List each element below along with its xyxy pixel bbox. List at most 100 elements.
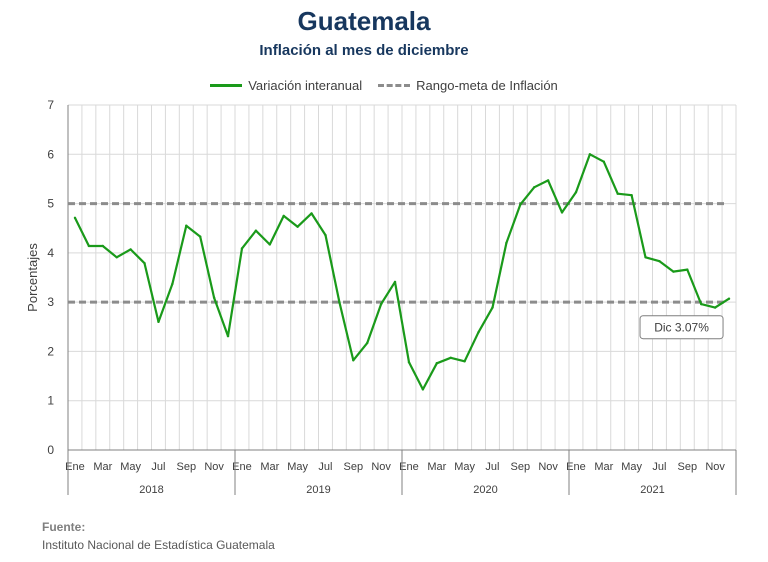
series-point	[115, 256, 118, 259]
y-tick-label: 0	[47, 443, 54, 457]
x-tick-label: Ene	[566, 461, 586, 473]
series-point	[630, 193, 633, 197]
series-point	[199, 235, 202, 238]
x-tick-label: Jul	[151, 461, 165, 473]
source-heading: Fuente:	[42, 520, 86, 534]
series-point	[449, 356, 452, 360]
series-point	[658, 260, 661, 263]
series-point	[491, 306, 494, 309]
x-tick-label: May	[621, 461, 642, 473]
x-tick-label: Ene	[399, 461, 419, 473]
annotation-label: Dic 3.07%	[654, 321, 709, 335]
series-point	[463, 360, 466, 363]
series-point	[129, 248, 132, 251]
series-point	[477, 331, 480, 334]
y-tick-label: 1	[47, 394, 54, 408]
legend-swatch-target	[378, 84, 411, 87]
x-tick-label: Sep	[344, 461, 364, 473]
series-point	[366, 341, 369, 345]
x-tick-label: Mar	[427, 461, 446, 473]
series-point	[268, 243, 271, 246]
x-tick-label: Nov	[705, 461, 725, 473]
series-point	[282, 214, 285, 218]
legend-label-target: Rango-meta de Inflación	[416, 78, 558, 93]
series-line-variacion-interanual	[74, 153, 730, 391]
x-tick-label: Sep	[177, 461, 197, 473]
chart-title: Guatemala	[297, 6, 431, 36]
series-point	[379, 302, 383, 306]
series-point	[171, 282, 174, 286]
legend-item-target: Rango-meta de Inflación	[378, 78, 558, 93]
year-label: 2021	[640, 484, 664, 496]
series-point	[185, 224, 188, 227]
y-tick-label: 3	[47, 295, 54, 309]
series-point	[310, 212, 313, 215]
y-axis-label: Porcentajes	[25, 243, 40, 312]
chart-subtitle: Inflación al mes de diciembre	[259, 42, 469, 59]
x-tick-label: Nov	[371, 461, 391, 473]
series-point	[324, 233, 327, 237]
y-tick-label: 7	[47, 98, 54, 112]
series-point	[533, 186, 536, 189]
x-tick-label: May	[120, 461, 141, 473]
series-point	[588, 153, 592, 156]
x-tick-label: Jul	[318, 461, 332, 473]
series-point	[393, 280, 397, 284]
x-tick-label: Nov	[538, 461, 558, 473]
series-point	[254, 229, 258, 232]
series-point	[644, 256, 647, 259]
series-point	[713, 306, 717, 309]
series-point	[686, 268, 689, 271]
series-point	[73, 216, 77, 220]
series-point	[519, 203, 522, 206]
legend-label-series: Variación interanual	[248, 78, 363, 93]
annotation-box	[639, 315, 724, 340]
x-tick-label: Mar	[260, 461, 279, 473]
series-point	[407, 361, 411, 364]
series-point	[157, 320, 160, 324]
series-point	[602, 160, 605, 163]
legend-item-series: Variación interanual	[210, 78, 362, 93]
x-tick-label: Mar	[93, 461, 112, 473]
series-point	[672, 270, 675, 273]
x-tick-label: Nov	[204, 461, 224, 473]
series-point	[616, 192, 619, 195]
x-tick-label: Sep	[678, 461, 698, 473]
y-tick-label: 2	[47, 344, 54, 358]
series-point	[296, 225, 299, 228]
series-point	[240, 247, 244, 250]
series-point	[212, 296, 216, 299]
source-text: Instituto Nacional de Estadística Guatem…	[42, 538, 275, 552]
legend-swatch-series	[210, 84, 243, 87]
y-tick-label: 6	[47, 147, 54, 161]
x-tick-label: Mar	[594, 461, 613, 473]
x-tick-label: Ene	[232, 461, 252, 473]
series-point	[727, 297, 731, 300]
series-point	[352, 359, 355, 362]
x-tick-label: Jul	[652, 461, 666, 473]
x-tick-label: May	[287, 461, 308, 473]
series-point	[226, 334, 230, 338]
series-point	[546, 179, 550, 182]
series-point	[421, 388, 425, 391]
y-tick-label: 5	[47, 197, 54, 211]
series-point	[435, 362, 438, 365]
series-point	[700, 302, 703, 306]
x-tick-label: Jul	[485, 461, 499, 473]
year-label: 2020	[473, 484, 497, 496]
legend: Variación interanual Rango-meta de Infla…	[0, 78, 768, 93]
year-label: 2018	[139, 484, 163, 496]
y-tick-label: 4	[47, 246, 54, 260]
series-point	[338, 300, 341, 304]
series-point	[101, 244, 104, 248]
series-point	[87, 244, 91, 248]
x-tick-label: Ene	[65, 461, 85, 473]
x-tick-label: Sep	[511, 461, 531, 473]
year-label: 2019	[306, 484, 330, 496]
series-point	[574, 191, 578, 194]
series-point	[505, 241, 508, 245]
series-point	[143, 262, 146, 265]
x-tick-label: May	[454, 461, 475, 473]
series-point	[560, 211, 564, 214]
